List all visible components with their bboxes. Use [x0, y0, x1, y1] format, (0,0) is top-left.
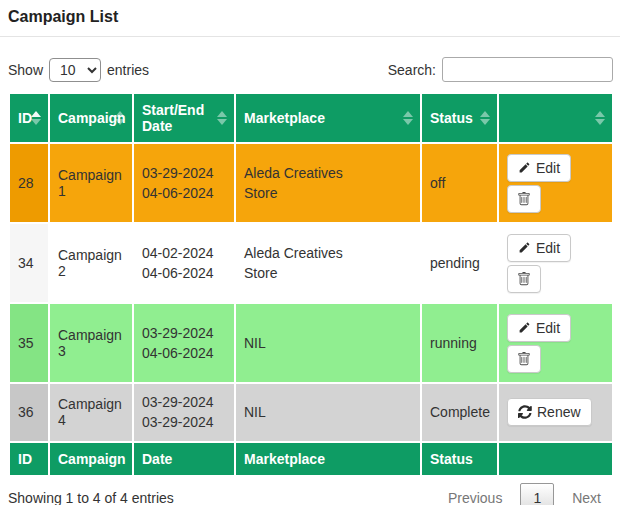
column-header-id[interactable]: ID	[9, 93, 49, 143]
pencil-icon	[518, 321, 531, 334]
trash-icon	[517, 272, 531, 286]
footer-header-marketplace: Marketplace	[235, 442, 421, 476]
column-header-actions[interactable]	[498, 93, 613, 143]
sort-icon	[217, 111, 227, 125]
refresh-icon	[518, 405, 532, 419]
cell-campaign: Campaign 1	[49, 143, 133, 223]
cell-actions: Edit	[498, 223, 613, 303]
search-label: Search:	[388, 62, 436, 78]
delete-button[interactable]	[507, 265, 541, 293]
column-header-status[interactable]: Status	[421, 93, 498, 143]
show-label: Show	[8, 62, 43, 78]
column-header-marketplace[interactable]: Marketplace	[235, 93, 421, 143]
delete-button[interactable]	[507, 345, 541, 373]
next-page-button[interactable]: Next	[560, 483, 613, 505]
cell-date: 03-29-2024 03-29-2024	[133, 383, 235, 442]
cell-date: 03-29-2024 04-06-2024	[133, 303, 235, 383]
campaign-list-page: Campaign List Show 10 entries Search: ID	[0, 0, 620, 505]
campaign-table: ID Campaign Start/End Date Marketplace S…	[8, 92, 614, 477]
cell-campaign: Campaign 2	[49, 223, 133, 303]
previous-page-button[interactable]: Previous	[436, 483, 514, 505]
entries-info: Showing 1 to 4 of 4 entries	[8, 490, 174, 505]
entries-select[interactable]: 10	[49, 58, 101, 82]
column-header-campaign[interactable]: Campaign	[49, 93, 133, 143]
cell-status: off	[421, 143, 498, 223]
edit-button[interactable]: Edit	[507, 314, 571, 342]
sort-icon	[403, 111, 413, 125]
page-title: Campaign List	[8, 6, 613, 36]
cell-marketplace: NIL	[235, 303, 421, 383]
cell-campaign: Campaign 4	[49, 383, 133, 442]
footer-header-campaign: Campaign	[49, 442, 133, 476]
cell-status: running	[421, 303, 498, 383]
sort-icon	[595, 111, 605, 125]
renew-button[interactable]: Renew	[507, 398, 592, 426]
trash-icon	[517, 192, 531, 206]
table-row: 35 Campaign 3 03-29-2024 04-06-2024 NIL …	[9, 303, 613, 383]
cell-date: 04-02-2024 04-06-2024	[133, 223, 235, 303]
edit-button[interactable]: Edit	[507, 234, 571, 262]
cell-marketplace: Aleda Creatives Store	[235, 143, 421, 223]
edit-button[interactable]: Edit	[507, 154, 571, 182]
cell-actions: Renew	[498, 383, 613, 442]
table-row: 28 Campaign 1 03-29-2024 04-06-2024 Aled…	[9, 143, 613, 223]
pencil-icon	[518, 161, 531, 174]
cell-date: 03-29-2024 04-06-2024	[133, 143, 235, 223]
sort-icon	[115, 111, 125, 125]
footer-header-date: Date	[133, 442, 235, 476]
page-length-control: Show 10 entries	[8, 58, 149, 82]
search-control: Search:	[388, 57, 613, 82]
cell-id: 36	[9, 383, 49, 442]
table-controls: Show 10 entries Search:	[8, 57, 613, 82]
cell-marketplace: Aleda Creatives Store	[235, 223, 421, 303]
title-divider	[0, 36, 620, 37]
table-bottom-bar: Showing 1 to 4 of 4 entries Previous 1 N…	[8, 483, 613, 505]
pencil-icon	[518, 241, 531, 254]
table-header-row: ID Campaign Start/End Date Marketplace S…	[9, 93, 613, 143]
sort-icon	[480, 111, 490, 125]
delete-button[interactable]	[507, 185, 541, 213]
cell-campaign: Campaign 3	[49, 303, 133, 383]
cell-id: 34	[9, 223, 49, 303]
cell-id: 35	[9, 303, 49, 383]
table-row: 34 Campaign 2 04-02-2024 04-06-2024 Aled…	[9, 223, 613, 303]
footer-header-actions	[498, 442, 613, 476]
cell-actions: Edit	[498, 143, 613, 223]
entries-label: entries	[107, 62, 149, 78]
cell-actions: Edit	[498, 303, 613, 383]
cell-status: Complete	[421, 383, 498, 442]
cell-status: pending	[421, 223, 498, 303]
footer-header-id: ID	[9, 442, 49, 476]
trash-icon	[517, 352, 531, 366]
cell-marketplace: NIL	[235, 383, 421, 442]
table-footer-row: ID Campaign Date Marketplace Status	[9, 442, 613, 476]
pagination: Previous 1 Next	[436, 483, 613, 505]
search-input[interactable]	[442, 57, 613, 82]
footer-header-status: Status	[421, 442, 498, 476]
table-row: 36 Campaign 4 03-29-2024 03-29-2024 NIL …	[9, 383, 613, 442]
sort-ascending-icon	[31, 111, 41, 125]
column-header-date[interactable]: Start/End Date	[133, 93, 235, 143]
cell-id: 28	[9, 143, 49, 223]
current-page-button[interactable]: 1	[520, 483, 554, 505]
